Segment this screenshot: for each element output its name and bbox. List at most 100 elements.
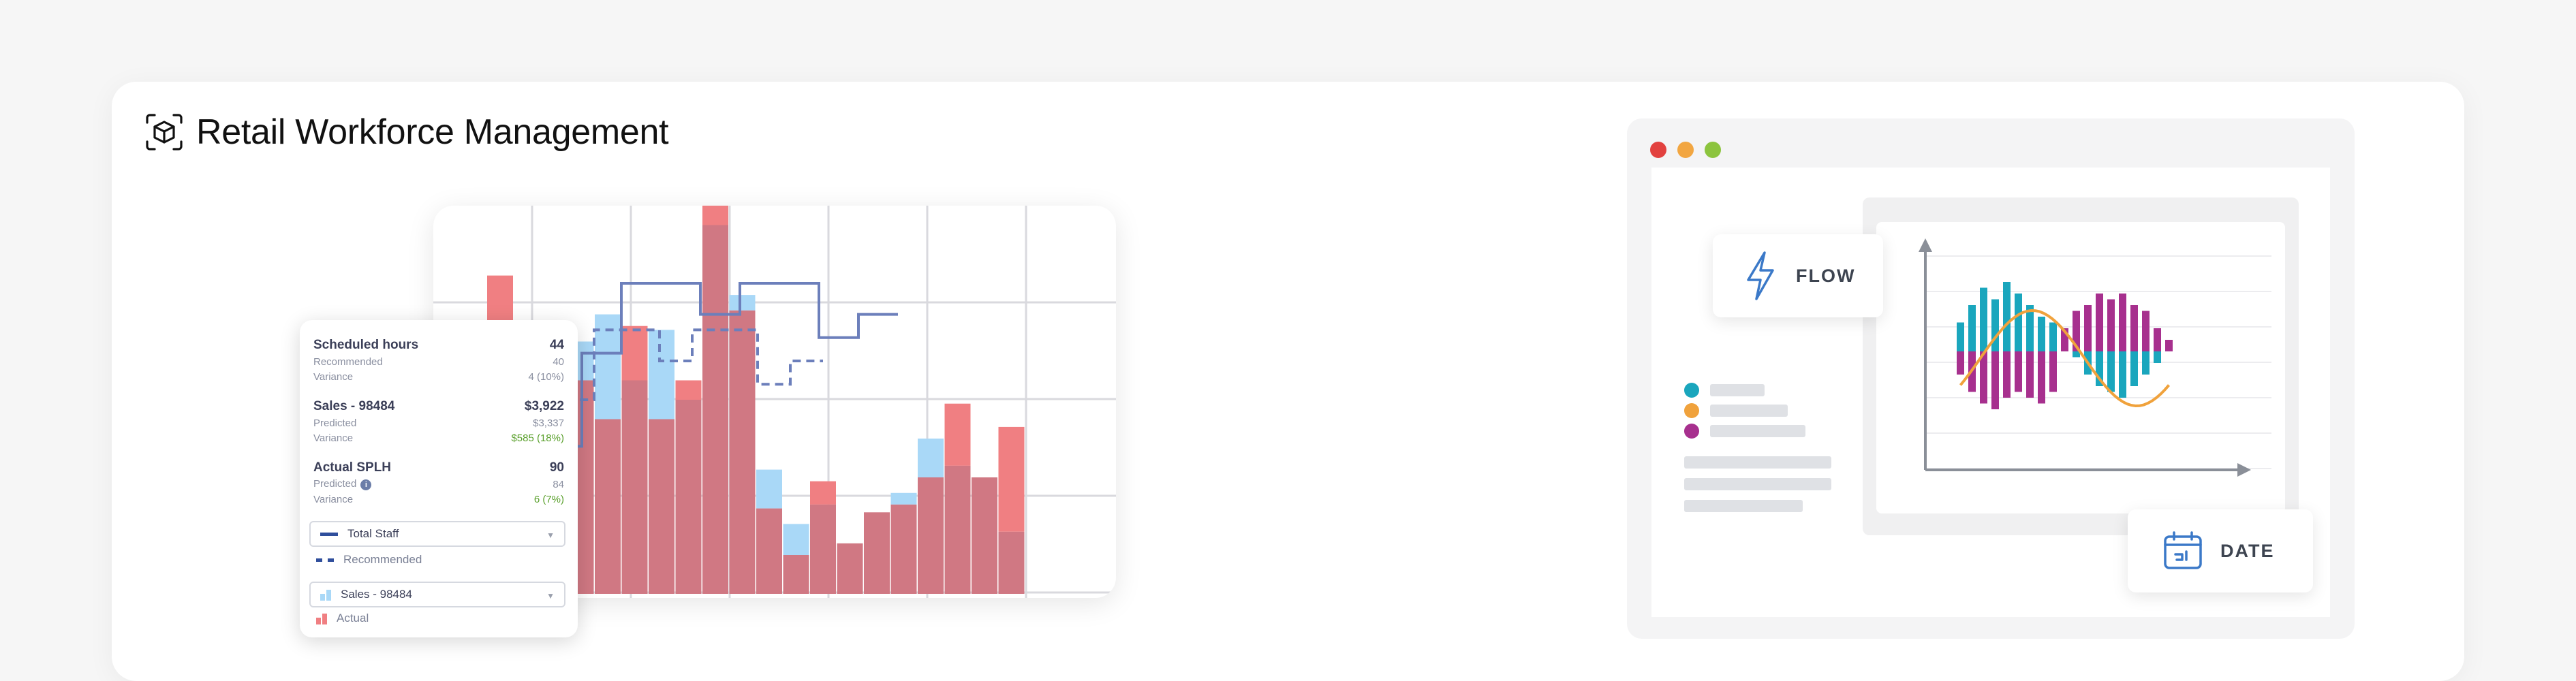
teal-bar xyxy=(2119,351,2126,398)
page-title: Retail Workforce Management xyxy=(196,112,669,152)
stat-sub-label: Predicted xyxy=(313,417,357,429)
text-placeholder xyxy=(1684,500,1803,512)
stat-sub-value: $585 (18%) xyxy=(511,432,564,444)
stat-sub-label: Variance xyxy=(313,370,354,383)
lightning-bolt-icon xyxy=(1747,251,1774,300)
chart-bar-top xyxy=(918,439,944,477)
chart-bar-overlap xyxy=(890,504,917,594)
magenta-bar xyxy=(2084,305,2092,351)
teal-bar xyxy=(2096,351,2103,386)
x-axis-arrow xyxy=(2237,463,2251,477)
legend-dot-magenta xyxy=(1684,424,1699,439)
legend-placeholder xyxy=(1710,405,1788,417)
chart-bar-overlap xyxy=(864,512,890,594)
actual-legend: Actual xyxy=(316,612,369,625)
chart-bar-top xyxy=(756,469,782,509)
magenta-bar xyxy=(1957,351,1964,375)
chevron-down-icon: ▼ xyxy=(546,591,555,601)
chart-bar-top xyxy=(810,481,836,505)
magenta-bar xyxy=(2015,351,2022,392)
magenta-bar xyxy=(2130,305,2138,351)
chart-bar-top xyxy=(675,380,702,400)
chart-bar-top xyxy=(702,206,728,225)
teal-bar xyxy=(2073,351,2080,358)
chart-bar-top xyxy=(621,326,648,381)
magenta-bar xyxy=(2049,351,2057,392)
stat-sub-label: Variance xyxy=(313,493,354,505)
chart-bar-overlap xyxy=(810,504,836,594)
date-badge[interactable]: DATE xyxy=(2128,509,2313,592)
chart-bar-top xyxy=(729,295,756,311)
chart-bar-overlap xyxy=(918,477,944,594)
magenta-bar xyxy=(1980,351,1987,404)
teal-bar xyxy=(2142,351,2150,375)
teal-bar xyxy=(1957,322,1964,351)
y-axis-arrow xyxy=(1919,238,1932,252)
legend-dot-orange xyxy=(1684,403,1699,418)
text-placeholder xyxy=(1684,478,1831,490)
teal-bar xyxy=(2049,322,2057,351)
teal-bar xyxy=(2154,351,2161,363)
chart-bar-overlap xyxy=(972,477,997,594)
teal-bar xyxy=(2130,351,2138,386)
legend-dot-teal xyxy=(1684,383,1699,398)
chart-panel xyxy=(1863,197,2299,535)
magenta-bar xyxy=(1991,351,1999,409)
recommended-legend: Recommended xyxy=(316,553,422,567)
chevron-down-icon: ▼ xyxy=(546,530,555,540)
bars-swatch-light xyxy=(320,588,331,601)
legend-placeholder xyxy=(1710,425,1805,437)
magenta-bar xyxy=(2142,311,2150,351)
stat-value: 90 xyxy=(549,460,564,475)
dashed-line-swatch xyxy=(316,558,334,562)
chart-bar-overlap xyxy=(621,380,648,594)
stat-sub-label: Predicted xyxy=(313,478,357,490)
magenta-bar xyxy=(2003,351,2011,398)
title-row: Retail Workforce Management xyxy=(144,106,669,158)
stat-value: $3,922 xyxy=(524,399,564,413)
chart-bar-overlap xyxy=(756,508,782,594)
ar-cube-icon xyxy=(146,114,183,151)
stat-sub-value: 4 (10%) xyxy=(528,370,564,383)
magenta-bar xyxy=(2107,299,2115,351)
scheduled-hours-stat: Scheduled hours 44 Recommended 40 Variance… xyxy=(313,336,564,384)
chart-bar-overlap xyxy=(998,531,1025,594)
stat-sub-value: 6 (7%) xyxy=(533,493,564,505)
chart-plot-area xyxy=(1876,222,2285,513)
splh-stat: Actual SPLH 90 Predicted i 84 Variance 6 (7%… xyxy=(313,459,564,507)
staff-select[interactable]: Total Staff ▼ xyxy=(309,521,565,547)
flow-label: FLOW xyxy=(1796,265,1856,286)
flow-badge[interactable]: FLOW xyxy=(1713,234,1883,317)
magenta-bar xyxy=(2119,294,2126,351)
magenta-bar xyxy=(2073,311,2080,351)
teal-bar xyxy=(2015,294,2022,351)
chart-bar-top xyxy=(890,492,917,505)
teal-bar xyxy=(2107,351,2115,392)
teal-bar xyxy=(2026,305,2034,351)
chart-bar-top xyxy=(595,314,621,419)
magenta-bar xyxy=(2096,294,2103,351)
legend-row xyxy=(1684,403,1788,418)
calendar-icon xyxy=(2164,531,2202,569)
metrics-panel: Scheduled hours 44 Recommended 40 Variance… xyxy=(300,320,578,637)
stat-label: Scheduled hours xyxy=(313,338,419,352)
info-icon[interactable]: i xyxy=(360,479,372,490)
chart-bar-overlap xyxy=(702,225,728,594)
chart-bar-overlap xyxy=(675,400,702,594)
chart-bar-overlap xyxy=(595,419,621,594)
legend-row xyxy=(1684,424,1805,439)
chart-bar-overlap xyxy=(783,555,809,594)
chart-bar-overlap xyxy=(837,543,863,594)
teal-bar xyxy=(1968,305,1976,351)
text-placeholder xyxy=(1684,456,1831,469)
stat-value: 44 xyxy=(549,338,564,352)
stat-sub-value: 84 xyxy=(553,478,564,490)
chart-bar-overlap xyxy=(729,310,756,594)
teal-bar xyxy=(2003,282,2011,351)
chart-bar-overlap xyxy=(649,419,674,594)
legend-label: Recommended xyxy=(343,553,422,566)
chart-bar-overlap xyxy=(944,465,971,594)
sales-select[interactable]: Sales - 98484 ▼ xyxy=(309,582,565,607)
window-minimize-dot xyxy=(1677,142,1694,158)
window-maximize-dot xyxy=(1705,142,1721,158)
